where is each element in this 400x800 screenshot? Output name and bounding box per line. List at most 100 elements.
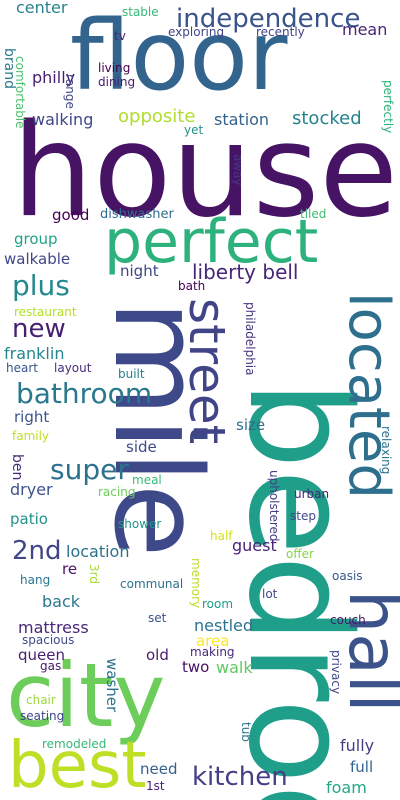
word-chair: chair — [26, 693, 56, 707]
word-stocked: stocked — [292, 108, 362, 129]
word-2nd: 2nd — [12, 536, 62, 566]
word-plus: plus — [12, 269, 70, 302]
word-tub: tub — [239, 722, 253, 742]
word-station: station — [214, 110, 270, 129]
word-street: street — [178, 298, 236, 445]
word-located: located — [336, 292, 400, 499]
word-good: good — [52, 206, 90, 224]
word-stable: stable — [122, 5, 159, 19]
word-shower: shower — [118, 517, 162, 531]
word-walking: walking — [32, 110, 94, 129]
word-meal: meal — [132, 473, 162, 487]
word-washer: washer — [103, 658, 121, 713]
word-right: right — [14, 408, 50, 426]
word-new: new — [12, 314, 66, 344]
word-memory: memory — [189, 558, 203, 609]
word-house: house — [12, 97, 398, 246]
word-comfortable: comfortable — [13, 56, 27, 129]
word-best: best — [8, 729, 147, 800]
word-size: size — [236, 416, 266, 434]
word-night: night — [120, 262, 159, 280]
word-oasis: oasis — [332, 569, 363, 583]
word-franklin: franklin — [4, 344, 65, 363]
word-lot: lot — [262, 587, 278, 601]
word-foam: foam — [326, 778, 367, 797]
word-tiled: tiled — [300, 207, 327, 221]
word-racing: racing — [98, 485, 136, 499]
word-guest: guest — [232, 536, 277, 555]
word-ben: ben — [9, 454, 25, 481]
word-family: family — [12, 429, 50, 443]
word-away: away — [231, 154, 245, 186]
word-step: step — [290, 509, 316, 523]
word-mean: mean — [342, 20, 388, 39]
word-independence: independence — [176, 4, 361, 34]
word-philadelphia: philadelphia — [243, 302, 257, 376]
word-gas: gas — [40, 659, 62, 673]
word-set: set — [148, 611, 167, 625]
word-location: location — [66, 542, 130, 561]
word-brand: brand — [1, 48, 17, 89]
word-making: making — [190, 645, 235, 659]
word-3rd: 3rd — [87, 564, 101, 584]
word-group: group — [14, 230, 58, 248]
word-bathroom: bathroom — [16, 377, 153, 410]
word-queen: queen — [18, 646, 65, 664]
word-hang: hang — [20, 573, 51, 587]
word-hall: hall — [333, 590, 400, 713]
word-exploring: exploring — [168, 25, 225, 39]
word-range: range — [63, 74, 77, 109]
word-room: room — [202, 597, 234, 611]
word-recently: recently — [256, 25, 305, 39]
word-patio: patio — [10, 510, 48, 528]
word-urban: urban — [294, 487, 330, 501]
word-back: back — [42, 592, 81, 611]
word-living: living — [98, 61, 131, 75]
word-dining: dining — [98, 75, 136, 89]
word-heart: heart — [6, 361, 38, 375]
word-floor: floor — [70, 0, 288, 112]
word-super: super — [50, 453, 129, 486]
word-side: side — [126, 438, 157, 456]
word-old: old — [146, 646, 169, 664]
word-liberty-bell: liberty bell — [192, 260, 299, 284]
word-tv: tv — [114, 29, 126, 43]
word-nestled: nestled — [194, 616, 254, 635]
word-perfectly: perfectly — [381, 80, 395, 134]
word-mile: mile — [87, 300, 226, 558]
word-dryer: dryer — [10, 480, 53, 499]
word-communal: communal — [120, 577, 184, 591]
word-offer: offer — [286, 547, 314, 561]
word-built: built — [118, 367, 145, 381]
word-bedroom: bedroom — [217, 380, 380, 800]
word-1st: 1st — [146, 779, 165, 793]
word-bath: bath — [178, 279, 206, 293]
word-full: full — [350, 758, 374, 776]
word-restaurant: restaurant — [14, 305, 77, 319]
word-city: city — [6, 644, 166, 747]
word-seating: seating — [20, 709, 65, 723]
word-privacy: privacy — [329, 650, 343, 695]
word-kitchen: kitchen — [192, 762, 288, 792]
word-center: center — [16, 0, 68, 17]
word-perfect: perfect — [104, 207, 319, 277]
word-mattress: mattress — [18, 618, 89, 637]
word-relaxing: relaxing — [379, 426, 393, 475]
word-walk: walk — [216, 658, 253, 677]
word-couch: couch — [330, 613, 366, 627]
word-yet: yet — [184, 123, 204, 137]
word-layout: layout — [54, 361, 92, 375]
word-philly: philly — [32, 68, 76, 87]
word-half: half — [210, 529, 233, 543]
word-upholstered: upholstered — [267, 470, 281, 542]
word-area: area — [196, 632, 230, 650]
word-two: two — [182, 658, 210, 676]
word-re: re — [62, 560, 78, 578]
word-opposite: opposite — [118, 106, 196, 127]
word-remodeled: remodeled — [42, 737, 107, 751]
word-fully: fully — [340, 736, 375, 755]
word-dishwasher: dishwasher — [100, 207, 174, 222]
word-need: need — [140, 760, 178, 778]
word-spacious: spacious — [22, 633, 75, 647]
